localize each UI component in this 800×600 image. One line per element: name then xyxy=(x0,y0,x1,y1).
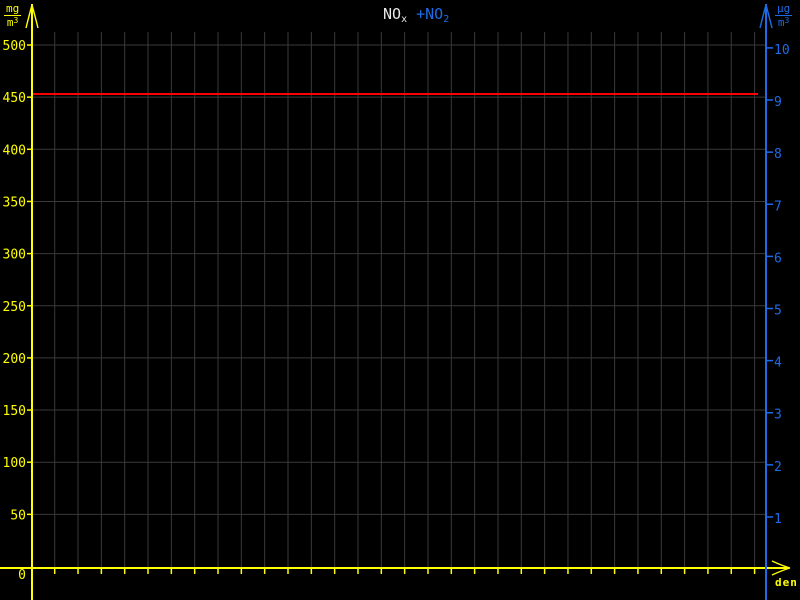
left-axis-arrow-icon xyxy=(25,4,39,29)
left-unit-denominator: m3 xyxy=(6,16,19,29)
right-unit-numerator: µg xyxy=(775,2,793,16)
right-axis-tick-label: 8 xyxy=(774,147,782,162)
no2-subscript: 2 xyxy=(443,14,450,25)
right-axis-tick-label: 7 xyxy=(774,199,782,214)
right-axis-tick-label: 10 xyxy=(774,43,790,58)
right-axis-tick-label: 2 xyxy=(774,460,782,475)
nox-subscript: x xyxy=(401,14,408,25)
right-axis-tick-label: 4 xyxy=(774,356,782,371)
left-axis-tick-label: 350 xyxy=(3,195,26,210)
series-no2-title: +NO2 xyxy=(416,5,450,25)
origin-zero-label: 0 xyxy=(18,568,26,583)
left-axis-tick-label: 250 xyxy=(3,300,26,315)
right-axis-tick-label: 1 xyxy=(774,512,782,527)
right-axis-tick-label: 6 xyxy=(774,251,782,266)
right-unit-denominator: m3 xyxy=(777,16,790,29)
right-axis-unit-label: µg m3 xyxy=(775,2,793,29)
left-axis-tick-label: 450 xyxy=(3,91,26,106)
left-axis-unit-label: mg m3 xyxy=(4,2,22,29)
series-nox-title: NOx xyxy=(383,5,408,25)
left-axis-tick-label: 500 xyxy=(3,39,26,54)
left-axis-tick-label: 50 xyxy=(10,508,26,523)
left-unit-numerator: mg xyxy=(4,2,22,16)
left-axis-tick-label: 300 xyxy=(3,248,26,263)
right-axis-tick-label: 9 xyxy=(774,95,782,110)
left-axis-tick-label: 150 xyxy=(3,404,26,419)
chart-title: NOx +NO2 xyxy=(383,7,449,25)
right-axis-arrow-icon xyxy=(759,4,773,29)
left-axis-tick-label: 100 xyxy=(3,456,26,471)
x-axis-label: den xyxy=(775,576,798,589)
left-axis-tick-label: 400 xyxy=(3,143,26,158)
left-axis-tick-label: 200 xyxy=(3,352,26,367)
x-axis-arrow-icon xyxy=(771,560,791,576)
right-axis-tick-label: 5 xyxy=(774,304,782,319)
right-axis-tick-label: 3 xyxy=(774,408,782,423)
